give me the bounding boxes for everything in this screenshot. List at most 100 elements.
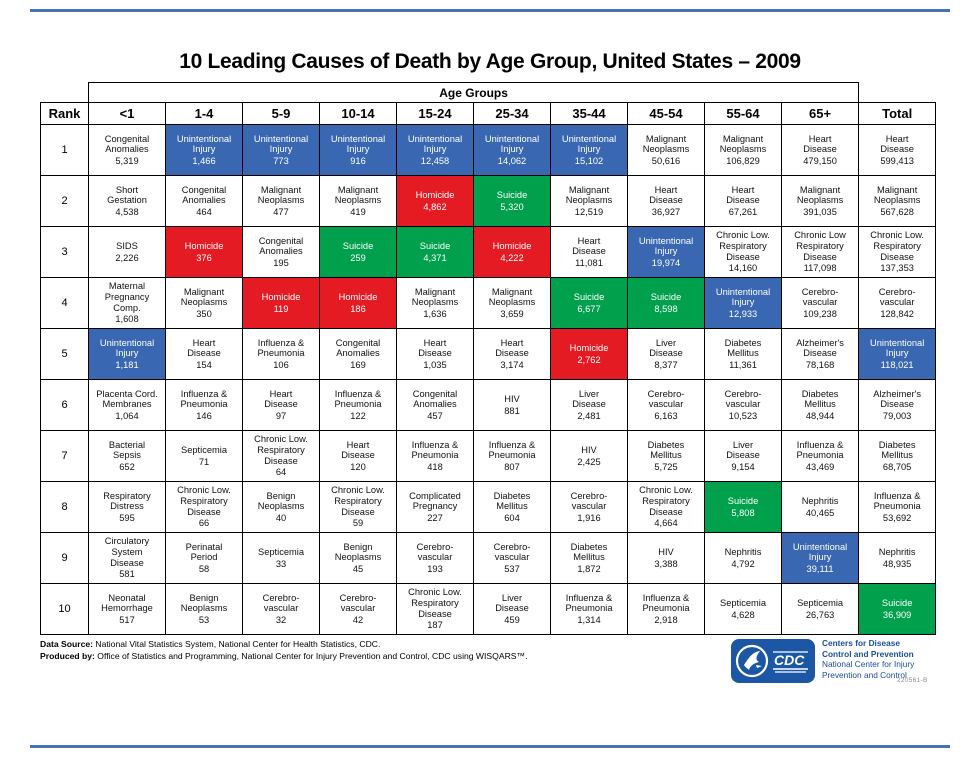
- cell-total-rank7: Diabetes Mellitus 68,705: [858, 430, 937, 482]
- cell-45-54-rank1: Malignant Neoplasms 50,616: [627, 124, 705, 176]
- cell-total-rank5: Unintentional Injury 118,021: [858, 328, 937, 380]
- death-count: 5,320: [500, 201, 524, 212]
- death-count: 2,918: [654, 614, 678, 625]
- cause-label: Liver Disease: [649, 337, 683, 359]
- cause-label: Heart Disease: [264, 388, 298, 410]
- cell-15-24-rank1: Unintentional Injury 12,458: [396, 124, 474, 176]
- cause-label: Chronic Low. Respiratory Disease: [716, 230, 770, 262]
- death-count: 4,862: [423, 201, 447, 212]
- cause-label: Malignant Neoplasms: [334, 184, 382, 206]
- cause-label: Homicide: [569, 342, 609, 353]
- cell-1-4-rank5: Heart Disease 154: [165, 328, 243, 380]
- cell-35-44-rank2: Malignant Neoplasms 12,519: [550, 175, 628, 227]
- death-count: 137,353: [880, 263, 914, 274]
- cell-35-44-rank5: Homicide 2,762: [550, 328, 628, 380]
- death-count: 187: [427, 620, 443, 631]
- cause-label: Malignant Neoplasms: [796, 184, 844, 206]
- death-count: 5,808: [731, 507, 755, 518]
- table-row-rank9: 9 Circulatory System Disease 581 Perinatal …: [40, 532, 937, 584]
- cause-label: Cerebro- vascular: [570, 490, 608, 512]
- death-count: 537: [504, 563, 520, 574]
- death-count: 40: [275, 512, 287, 523]
- death-count: 2,762: [577, 354, 601, 365]
- cell-15-24-rank2: Homicide 4,862: [396, 175, 474, 227]
- cell-35-44-rank8: Cerebro- vascular 1,916: [550, 481, 628, 533]
- death-count: 4,628: [731, 609, 755, 620]
- cell-5-9-rank3: Congenital Anomalies 195: [242, 226, 320, 278]
- rank-cell-6: 6: [40, 379, 89, 431]
- death-count: 2,425: [577, 456, 601, 467]
- cell-45-54-rank8: Chronic Low. Respiratory Disease 4,664: [627, 481, 705, 533]
- cause-label: Nephritis: [878, 546, 916, 557]
- cause-label: Heart Disease: [803, 133, 837, 155]
- cause-label: Unintentional Injury: [99, 337, 155, 359]
- death-count: 66: [198, 518, 210, 529]
- death-count: 120: [350, 461, 366, 472]
- rank-cell-2: 2: [40, 175, 89, 227]
- death-count: 97: [275, 410, 287, 421]
- document-code: 220561-B: [897, 677, 928, 684]
- death-count: 109,238: [803, 308, 837, 319]
- death-count: 53: [198, 614, 210, 625]
- column-header-5-9: 5-9: [242, 102, 320, 125]
- death-count: 881: [504, 405, 520, 416]
- cdc-logo-graphic: CDC: [731, 639, 815, 683]
- cell-10-14-rank3: Suicide 259: [319, 226, 397, 278]
- cause-label: Bacterial Sepsis: [108, 439, 146, 461]
- cell-15-24-rank7: Influenza & Pneumonia 418: [396, 430, 474, 482]
- page-title: 10 Leading Causes of Death by Age Group,…: [179, 50, 801, 73]
- cell-65plus-rank9: Unintentional Injury 39,111: [780, 532, 860, 584]
- cell-25-34-rank8: Diabetes Mellitus 604: [473, 481, 551, 533]
- cell-lt1-rank7: Bacterial Sepsis 652: [88, 430, 166, 482]
- death-count: 259: [350, 252, 366, 263]
- cell-65plus-rank1: Heart Disease 479,150: [780, 124, 860, 176]
- header-spacer-left: [41, 83, 89, 103]
- cause-label: Septicemia: [720, 597, 766, 608]
- cell-5-9-rank7: Chronic Low. Respiratory Disease 64: [242, 430, 320, 482]
- rank-cell-9: 9: [40, 532, 89, 584]
- cause-label: Heart Disease: [341, 439, 375, 461]
- cause-label: Congenital Anomalies: [181, 184, 227, 206]
- cell-55-64-rank9: Nephritis 4,792: [704, 532, 782, 584]
- cause-label: Heart Disease: [880, 133, 914, 155]
- death-count: 78,168: [805, 359, 835, 370]
- cell-5-9-rank2: Malignant Neoplasms 477: [242, 175, 320, 227]
- cause-label: Unintentional Injury: [715, 286, 771, 308]
- cause-label: Suicide: [650, 291, 682, 302]
- rank-cell-8: 8: [40, 481, 89, 533]
- bottom-accent-rule: [30, 745, 950, 748]
- cell-65plus-rank3: Chronic Low Respiratory Disease 117,098: [780, 226, 860, 278]
- cause-label: Nephritis: [801, 495, 839, 506]
- cause-label: Cerebro- vascular: [647, 388, 685, 410]
- cause-label: Cerebro- vascular: [262, 592, 300, 614]
- cell-35-44-rank3: Heart Disease 11,081: [550, 226, 628, 278]
- column-header-total: Total: [858, 102, 937, 125]
- cause-label: Circulatory System Disease: [104, 536, 150, 568]
- cell-55-64-rank2: Heart Disease 67,261: [704, 175, 782, 227]
- death-count: 4,222: [500, 252, 524, 263]
- death-count: 48,944: [805, 410, 835, 421]
- cause-label: Chronic Low. Respiratory Disease: [639, 485, 693, 517]
- rank-cell-3: 3: [40, 226, 89, 278]
- cell-1-4-rank2: Congenital Anomalies 464: [165, 175, 243, 227]
- death-count: 2,481: [577, 410, 601, 421]
- cause-label: Malignant Neoplasms: [180, 286, 228, 308]
- cell-25-34-rank5: Heart Disease 3,174: [473, 328, 551, 380]
- death-count: 3,659: [500, 308, 524, 319]
- cell-25-34-rank1: Unintentional Injury 14,062: [473, 124, 551, 176]
- cell-25-34-rank6: HIV 881: [473, 379, 551, 431]
- cell-15-24-rank3: Suicide 4,371: [396, 226, 474, 278]
- death-count: 64: [275, 467, 287, 478]
- cell-35-44-rank9: Diabetes Mellitus 1,872: [550, 532, 628, 584]
- death-count: 1,466: [192, 155, 216, 166]
- cause-label: Influenza & Pneumonia: [565, 592, 613, 614]
- cell-1-4-rank1: Unintentional Injury 1,466: [165, 124, 243, 176]
- cause-label: Unintentional Injury: [176, 133, 232, 155]
- cause-label: Liver Disease: [572, 388, 606, 410]
- cause-label: Alzheimer's Disease: [796, 337, 844, 359]
- death-count: 195: [273, 257, 289, 268]
- death-count: 32: [275, 614, 287, 625]
- data-source-text: National Vital Statistics System, Nation…: [93, 639, 381, 649]
- cause-label: Suicide: [419, 240, 451, 251]
- cell-15-24-rank9: Cerebro- vascular 193: [396, 532, 474, 584]
